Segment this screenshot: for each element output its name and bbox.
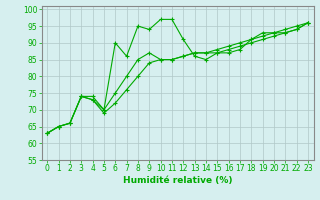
X-axis label: Humidité relative (%): Humidité relative (%)	[123, 176, 232, 185]
